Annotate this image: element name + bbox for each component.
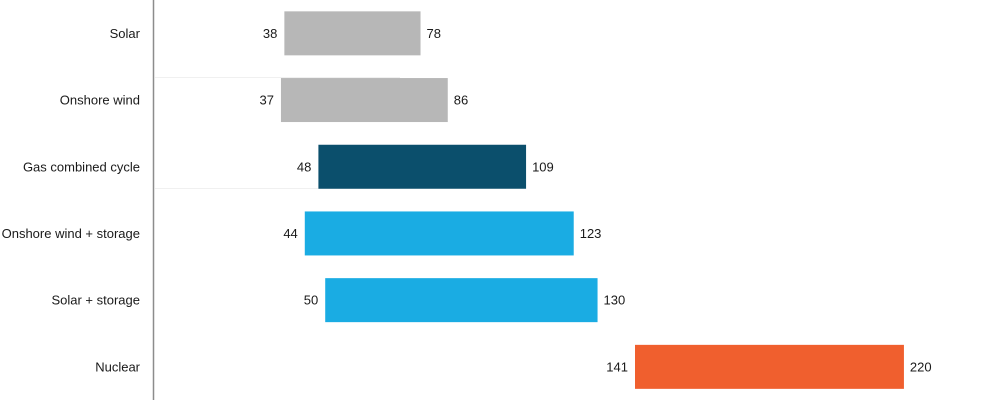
bar-solar (284, 11, 421, 56)
bar-gas-combined-cycle (318, 144, 527, 189)
category-label-onshore-wind: Onshore wind (60, 93, 140, 108)
low-value-label-nuclear: 141 (606, 359, 628, 374)
category-label-onshore-wind-plus-storage: Onshore wind + storage (2, 226, 140, 241)
low-value-label-onshore-wind-plus-storage: 44 (283, 226, 297, 241)
high-value-label-onshore-wind-plus-storage: 123 (580, 226, 602, 241)
high-value-label-nuclear: 220 (910, 359, 932, 374)
category-label-solar-plus-storage: Solar + storage (51, 293, 140, 308)
bar-solar-plus-storage (325, 278, 598, 323)
category-labels: Solar Onshore wind Gas combined cycle Onsho… (2, 26, 141, 375)
high-value-label-solar: 78 (427, 26, 441, 41)
low-value-label-onshore-wind: 37 (259, 93, 273, 108)
value-labels: 38 78 37 86 48 109 44 123 50 130 141 220 (259, 26, 931, 375)
low-value-label-gas-combined-cycle: 48 (297, 159, 311, 174)
low-value-label-solar: 38 (263, 26, 277, 41)
category-label-solar: Solar (110, 26, 141, 41)
low-value-label-solar-plus-storage: 50 (304, 293, 318, 308)
high-value-label-onshore-wind: 86 (454, 93, 468, 108)
high-value-label-solar-plus-storage: 130 (604, 293, 626, 308)
bar-onshore-wind-plus-storage (304, 211, 574, 256)
category-label-nuclear: Nuclear (95, 359, 140, 374)
high-value-label-gas-combined-cycle: 109 (532, 159, 554, 174)
bars (280, 11, 904, 389)
bar-nuclear (635, 344, 904, 389)
bar-onshore-wind (280, 78, 448, 123)
category-label-gas-combined-cycle: Gas combined cycle (23, 159, 140, 174)
